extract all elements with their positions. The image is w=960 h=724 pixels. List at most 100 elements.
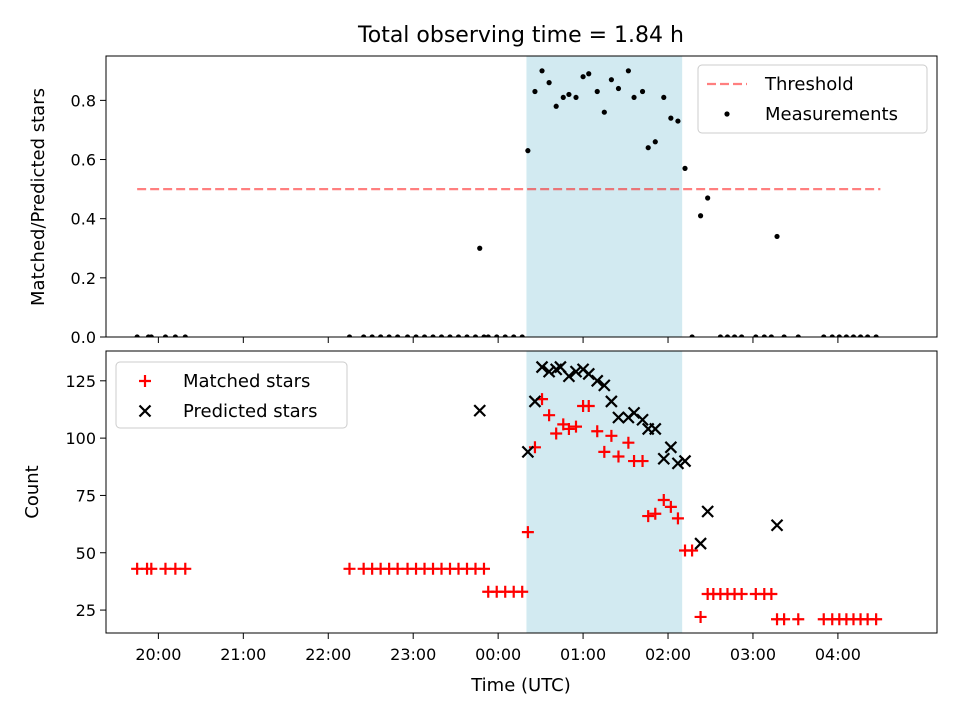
- data-point: [145, 562, 158, 575]
- data-point: [631, 94, 637, 101]
- data-point: [601, 109, 607, 115]
- ratio-y-axis-label: Matched/Predicted stars: [28, 88, 49, 306]
- data-point: [857, 334, 864, 337]
- legend-box: [697, 64, 928, 134]
- data-point: [694, 610, 707, 623]
- data-point: [821, 334, 827, 337]
- data-point: [134, 334, 140, 337]
- x-tick-label: 01:00: [560, 645, 606, 664]
- data-point: [532, 88, 538, 95]
- data-point: [735, 588, 748, 601]
- ratio-legend: Threshold Measurements: [697, 64, 928, 134]
- data-point: [675, 118, 681, 124]
- count-legend: Matched stars Predicted stars: [115, 361, 348, 429]
- x-tick-label: 20:00: [135, 645, 181, 664]
- data-point: [148, 334, 154, 337]
- ratio-x-ticks: [157, 337, 839, 343]
- data-point: [792, 613, 805, 626]
- data-point: [615, 85, 622, 92]
- data-point: [731, 334, 738, 337]
- data-point: [162, 334, 169, 337]
- data-point: [636, 413, 649, 427]
- data-point: [519, 334, 525, 337]
- y-tick-label: 0.4: [71, 210, 96, 229]
- observing-window-band: [526, 351, 683, 633]
- y-tick-label: 50: [76, 544, 96, 563]
- data-point: [378, 334, 384, 337]
- data-point: [369, 334, 375, 337]
- data-point: [761, 334, 767, 337]
- data-point: [705, 195, 711, 201]
- legend-label: Predicted stars: [183, 401, 317, 422]
- data-point: [622, 436, 635, 449]
- data-point: [682, 165, 688, 171]
- data-point: [770, 518, 784, 532]
- data-point: [590, 374, 604, 388]
- series-matched-stars: [131, 393, 883, 626]
- data-point: [765, 588, 778, 601]
- legend-label: Measurements: [765, 104, 898, 125]
- data-point: [865, 334, 871, 337]
- x-tick-label: 22:00: [305, 645, 351, 664]
- data-point: [724, 334, 731, 337]
- data-point: [753, 334, 759, 337]
- data-point: [395, 334, 401, 337]
- data-point: [562, 369, 576, 383]
- data-point: [172, 334, 178, 337]
- data-point: [594, 88, 600, 95]
- data-point: [481, 334, 487, 337]
- data-point: [636, 455, 649, 468]
- x-tick-label: 02:00: [645, 645, 691, 664]
- data-point: [661, 94, 667, 101]
- data-point: [521, 526, 534, 539]
- data-point: [605, 395, 618, 408]
- data-point: [850, 334, 857, 337]
- data-point: [343, 562, 356, 575]
- count-x-ticks: 20:00 21:00 22:00 23:00 00:00 01:00 02:00 03:00…: [135, 633, 861, 664]
- data-point: [768, 334, 774, 337]
- legend-label: Matched stars: [183, 371, 310, 392]
- data-point: [664, 500, 677, 513]
- x-tick-label: 04:00: [815, 645, 861, 664]
- count-y-axis-label: Count: [22, 465, 43, 518]
- data-point: [447, 334, 453, 337]
- data-point: [625, 68, 631, 74]
- x-tick-label: 23:00: [390, 645, 436, 664]
- data-point: [836, 334, 842, 337]
- data-point: [477, 245, 483, 251]
- data-point: [781, 334, 787, 337]
- ratio-marks: [134, 56, 881, 337]
- data-point: [701, 505, 714, 518]
- legend-label: Threshold: [764, 74, 854, 95]
- data-point: [546, 80, 552, 86]
- data-point: [179, 562, 192, 575]
- legend-marker-swatch: [139, 375, 151, 387]
- data-point: [438, 334, 445, 337]
- legend-marker-swatch: [724, 111, 730, 117]
- y-tick-label: 75: [76, 486, 96, 505]
- data-point: [525, 148, 531, 154]
- data-point: [570, 420, 583, 433]
- data-point: [550, 427, 563, 440]
- data-point: [477, 562, 490, 575]
- data-point: [473, 404, 487, 417]
- data-point: [521, 445, 535, 459]
- data-point: [580, 74, 586, 80]
- x-axis-label: Time (UTC): [470, 675, 571, 696]
- data-point: [668, 115, 674, 121]
- data-point: [569, 365, 583, 378]
- data-point: [361, 334, 367, 337]
- data-point: [591, 425, 604, 438]
- data-point: [586, 71, 592, 77]
- data-point: [739, 334, 745, 337]
- data-point: [612, 450, 625, 463]
- data-point: [539, 68, 545, 74]
- y-tick-label: 0.0: [71, 328, 96, 347]
- data-point: [678, 454, 692, 468]
- data-point: [404, 334, 411, 337]
- ratio-panel: 0.00.20.40.60.8 Matched/Predicted stars …: [28, 55, 938, 347]
- y-tick-label: 0.8: [71, 91, 96, 110]
- data-point: [627, 406, 641, 420]
- series-predicted-stars: [473, 360, 784, 550]
